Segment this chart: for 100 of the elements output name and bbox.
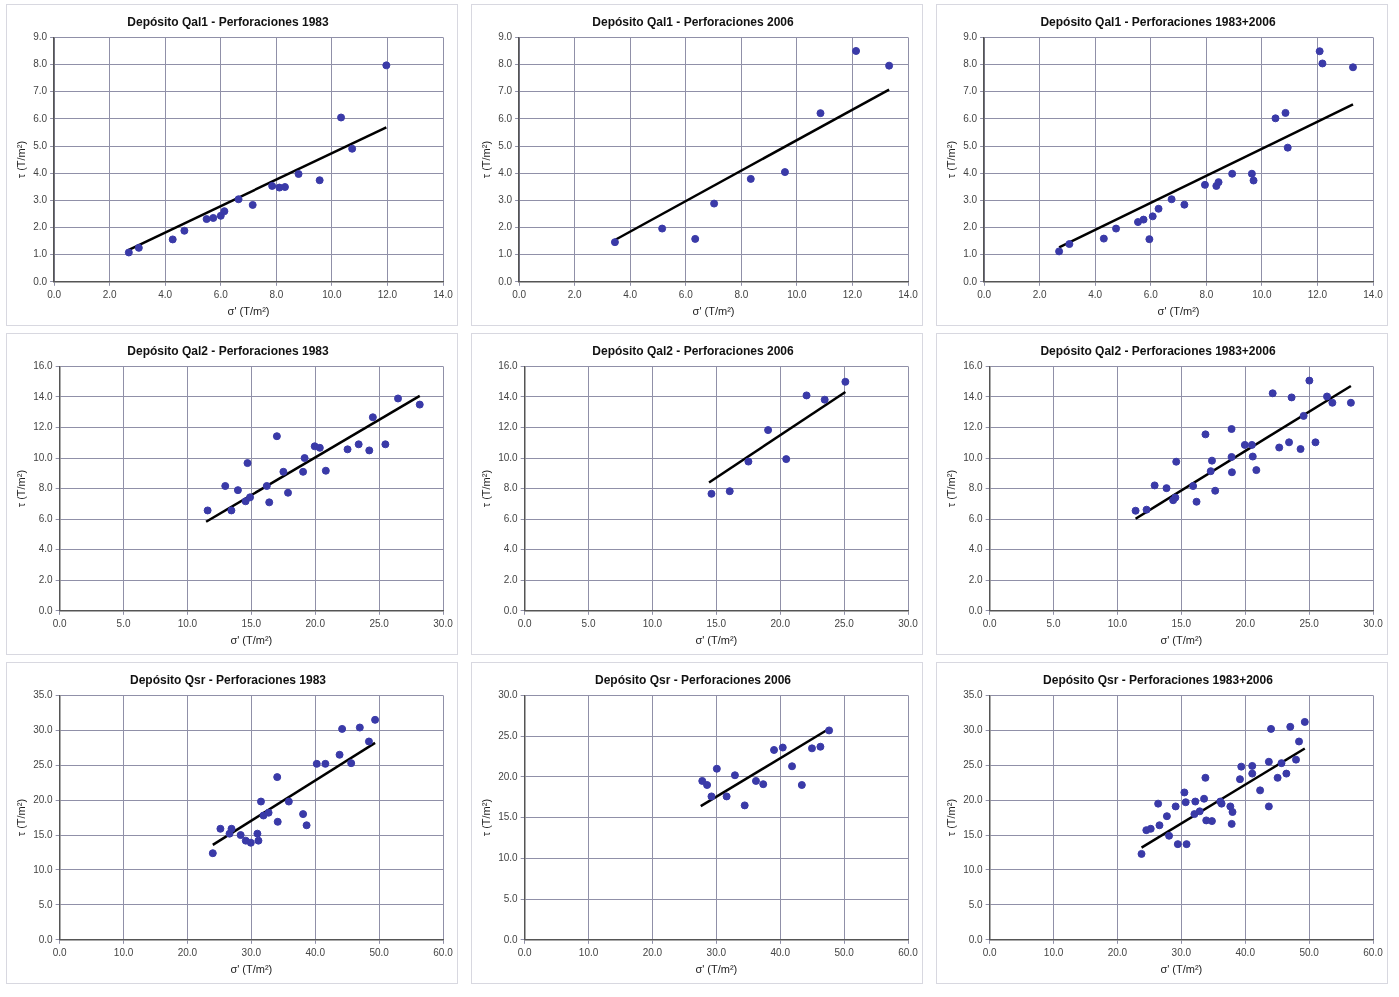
y-tick-label: 4.0 — [33, 166, 48, 178]
x-tick-label: 50.0 — [369, 946, 390, 958]
x-tick-label: 6.0 — [1143, 288, 1159, 300]
x-tick-label: 60.0 — [898, 946, 919, 958]
y-tick-label: 20.0 — [33, 793, 54, 805]
y-tick-label: 0.0 — [33, 275, 48, 287]
y-tick-label: 5.0 — [38, 898, 54, 910]
x-tick-label: 14.0 — [1363, 288, 1384, 300]
y-tick-label: 12.0 — [498, 421, 519, 433]
y-tick-label: 0.0 — [503, 933, 519, 945]
chart-title: Depósito Qal2 - Perforaciones 1983+2006 — [1040, 343, 1276, 358]
x-axis-title: σ' (T/m²) — [1160, 963, 1203, 976]
x-tick-label: 10.0 — [113, 946, 134, 958]
x-tick-label: 12.0 — [1307, 288, 1328, 300]
x-tick-label: 0.0 — [47, 288, 62, 300]
chart-title: Depósito Qsr - Perforaciones 2006 — [594, 672, 792, 687]
x-axis-title: σ' (T/m²) — [230, 634, 273, 647]
y-tick-label: 4.0 — [968, 543, 984, 555]
x-tick-label: 10.0 — [177, 617, 198, 629]
y-tick-label: 1.0 — [963, 248, 978, 260]
y-tick-label: 7.0 — [33, 85, 48, 97]
y-tick-label: 1.0 — [498, 248, 513, 260]
x-tick-label: 0.0 — [982, 946, 998, 958]
y-tick-label: 9.0 — [963, 31, 978, 43]
chart-title: Depósito Qal1 - Perforaciones 1983+2006 — [1040, 14, 1276, 29]
y-tick-label: 15.0 — [498, 811, 519, 823]
y-tick-label: 25.0 — [498, 729, 519, 741]
x-tick-label: 10.0 — [1043, 946, 1064, 958]
x-axis-title: σ' (T/m²) — [227, 305, 270, 318]
x-tick-label: 6.0 — [213, 288, 229, 300]
y-tick-label: 25.0 — [33, 758, 54, 770]
x-tick-label: 10.0 — [322, 288, 343, 300]
x-tick-label: 10.0 — [578, 946, 599, 958]
x-tick-label: 0.0 — [52, 617, 68, 629]
x-tick-label: 60.0 — [1363, 946, 1384, 958]
x-tick-label: 4.0 — [1088, 288, 1103, 300]
y-tick-label: 0.0 — [968, 604, 984, 616]
y-tick-label: 8.0 — [963, 58, 978, 70]
x-tick-label: 12.0 — [377, 288, 398, 300]
y-tick-label: 2.0 — [503, 574, 519, 585]
y-tick-label: 0.0 — [503, 604, 519, 616]
y-tick-label: 30.0 — [498, 689, 519, 701]
y-tick-label: 10.0 — [963, 863, 984, 875]
y-tick-label: 6.0 — [498, 112, 513, 124]
x-tick-label: 0.0 — [517, 946, 533, 958]
x-axis-title: σ' (T/m²) — [230, 963, 273, 976]
y-tick-label: 0.0 — [38, 604, 54, 616]
x-tick-label: 2.0 — [1032, 288, 1048, 300]
x-tick-label: 6.0 — [678, 288, 694, 300]
y-tick-label: 30.0 — [33, 724, 54, 736]
y-tick-label: 8.0 — [498, 58, 513, 70]
y-axis-title: τ (T/m²) — [479, 798, 492, 837]
y-tick-label: 35.0 — [33, 689, 54, 701]
x-tick-label: 30.0 — [1171, 946, 1192, 958]
y-tick-label: 30.0 — [963, 724, 984, 736]
y-tick-label: 0.0 — [968, 933, 984, 945]
y-tick-label: 5.0 — [963, 139, 978, 151]
y-tick-label: 25.0 — [963, 758, 984, 770]
y-tick-label: 16.0 — [963, 360, 984, 372]
y-tick-label: 2.0 — [33, 221, 48, 233]
x-tick-label: 14.0 — [433, 288, 454, 300]
chart-title: Depósito Qal2 - Perforaciones 2006 — [592, 343, 795, 358]
y-tick-label: 10.0 — [33, 863, 54, 875]
x-tick-label: 15.0 — [241, 617, 262, 629]
x-axis-title: σ' (T/m²) — [1157, 305, 1200, 318]
y-tick-label: 14.0 — [33, 390, 54, 402]
x-tick-label: 8.0 — [734, 288, 749, 300]
x-axis-title: σ' (T/m²) — [692, 305, 735, 318]
y-tick-label: 20.0 — [498, 770, 519, 782]
x-tick-label: 40.0 — [1235, 946, 1256, 958]
y-tick-label: 9.0 — [498, 31, 513, 43]
y-tick-label: 20.0 — [963, 793, 984, 805]
y-tick-label: 16.0 — [498, 360, 519, 372]
x-axis-title: σ' (T/m²) — [695, 963, 738, 976]
x-tick-label: 14.0 — [898, 288, 919, 300]
y-tick-label: 14.0 — [498, 390, 519, 402]
x-tick-label: 30.0 — [241, 946, 262, 958]
y-tick-label: 4.0 — [963, 166, 978, 178]
x-tick-label: 40.0 — [770, 946, 791, 958]
chart-title: Depósito Qal1 - Perforaciones 2006 — [592, 14, 795, 29]
x-tick-label: 5.0 — [581, 617, 596, 629]
chart-title: Depósito Qsr - Perforaciones 1983+2006 — [1043, 672, 1274, 687]
y-axis-title: τ (T/m²) — [944, 798, 957, 837]
y-tick-label: 2.0 — [963, 221, 978, 233]
y-tick-label: 10.0 — [33, 451, 54, 463]
x-axis-title: σ' (T/m²) — [1160, 634, 1203, 647]
x-tick-label: 4.0 — [623, 288, 638, 300]
x-tick-label: 0.0 — [982, 617, 998, 629]
x-tick-label: 50.0 — [834, 946, 855, 958]
y-tick-label: 12.0 — [963, 421, 984, 433]
y-tick-label: 16.0 — [33, 360, 54, 372]
y-tick-label: 3.0 — [33, 194, 48, 206]
y-axis-title: τ (T/m²) — [944, 140, 957, 179]
y-tick-label: 35.0 — [963, 689, 984, 701]
x-tick-label: 30.0 — [706, 946, 727, 958]
x-tick-label: 15.0 — [1171, 617, 1192, 629]
y-tick-label: 2.0 — [498, 221, 513, 233]
y-axis-title: τ (T/m²) — [14, 140, 27, 179]
y-tick-label: 7.0 — [963, 85, 978, 97]
x-tick-label: 4.0 — [158, 288, 173, 300]
